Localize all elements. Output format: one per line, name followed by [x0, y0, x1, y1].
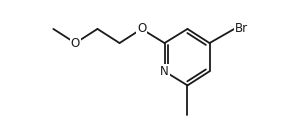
Text: Br: Br	[235, 22, 248, 35]
Text: O: O	[71, 37, 80, 50]
Text: O: O	[137, 22, 146, 35]
Text: N: N	[160, 65, 169, 78]
